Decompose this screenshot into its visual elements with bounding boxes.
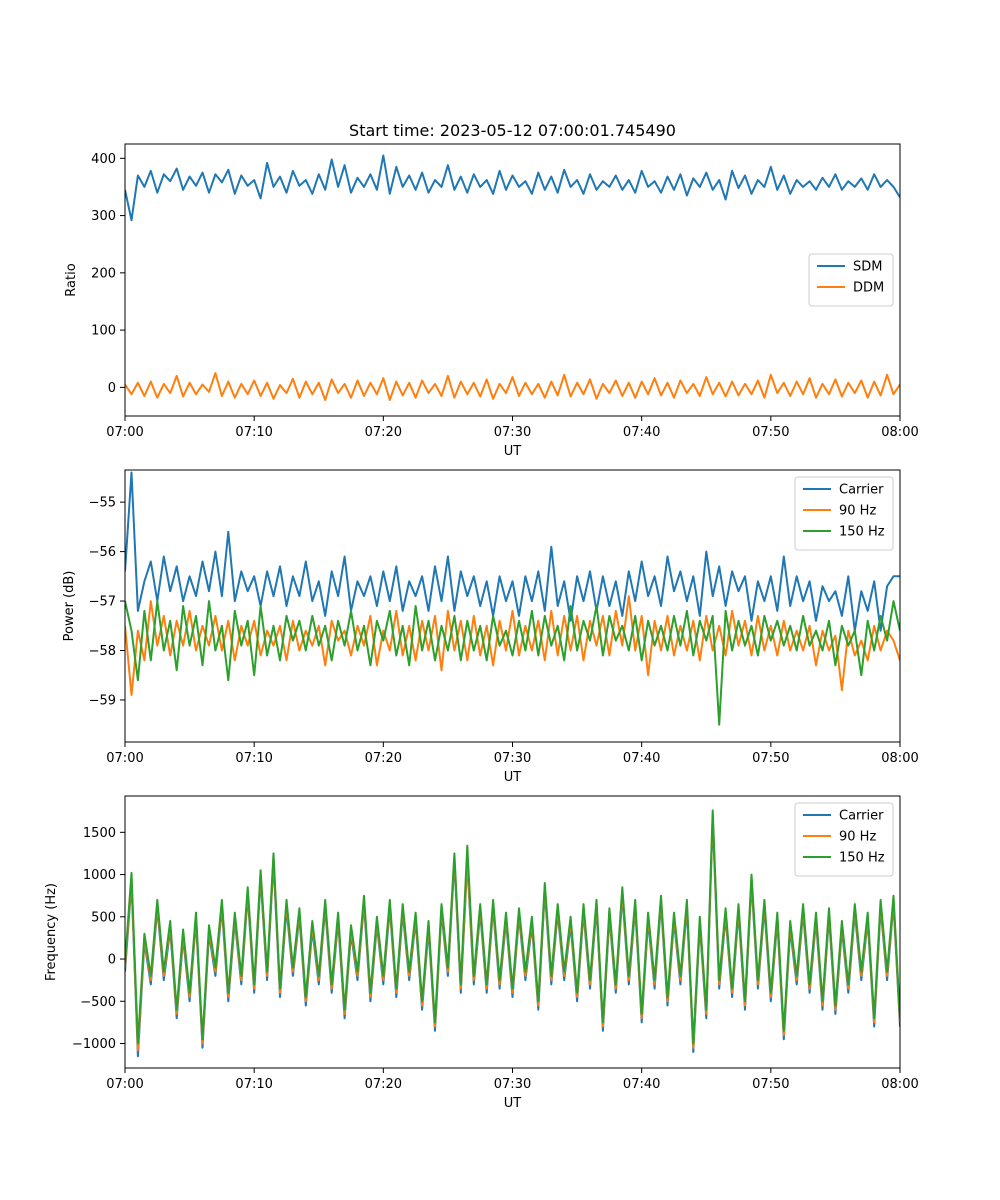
chart-panel-1: Start time: 2023-05-12 07:00:01.745490 07… bbox=[64, 121, 919, 459]
x-tick-label: 08:00 bbox=[881, 751, 918, 766]
x-tick-label: 07:10 bbox=[235, 1077, 272, 1092]
x-tick-label: 08:00 bbox=[881, 425, 918, 440]
y-tick-label: −58 bbox=[89, 644, 116, 659]
legend-label: Carrier bbox=[839, 809, 884, 824]
y-tick-label: −59 bbox=[89, 693, 116, 708]
y-axis-label: Ratio bbox=[64, 263, 79, 296]
series-line-90-hz bbox=[125, 814, 900, 1052]
axes-frame bbox=[124, 469, 901, 743]
y-tick-label: −56 bbox=[89, 545, 116, 560]
x-tick-label: 07:30 bbox=[494, 1077, 531, 1092]
series-line-sdm bbox=[125, 154, 900, 222]
x-tick-label: 07:00 bbox=[106, 425, 143, 440]
series-line-150-hz bbox=[125, 600, 900, 726]
x-tick-label: 07:50 bbox=[752, 1077, 789, 1092]
legend-label: SDM bbox=[853, 260, 882, 275]
y-tick-label: 300 bbox=[91, 209, 116, 224]
chart-panel-2: 07:00 07:10 07:20 07:30 07:40 07:50 08:00 −59 −5… bbox=[62, 469, 919, 785]
x-tick-label: 08:00 bbox=[881, 1077, 918, 1092]
legend-label: Carrier bbox=[839, 483, 884, 498]
y-tick-label: 1500 bbox=[83, 826, 116, 841]
x-tick-label: 07:20 bbox=[365, 751, 402, 766]
y-tick-label: 1000 bbox=[83, 868, 116, 883]
x-tick-label: 07:40 bbox=[623, 751, 660, 766]
series-line-ddm bbox=[125, 372, 900, 401]
legend-label: 90 Hz bbox=[839, 504, 876, 519]
y-tick-label: 100 bbox=[91, 324, 116, 339]
y-tick-label: 0 bbox=[108, 381, 116, 396]
x-tick-label: 07:30 bbox=[494, 425, 531, 440]
y-tick-label: −1000 bbox=[72, 1037, 116, 1052]
y-tick-label: −500 bbox=[80, 995, 116, 1010]
x-tick-label: 07:20 bbox=[365, 1077, 402, 1092]
legend: Carrier 90 Hz 150 Hz bbox=[794, 476, 894, 551]
chart-title: Start time: 2023-05-12 07:00:01.745490 bbox=[349, 121, 676, 140]
series-line-90-hz bbox=[125, 595, 900, 696]
y-tick-label: 0 bbox=[108, 953, 116, 968]
chart-panel-3: 07:00 07:10 07:20 07:30 07:40 07:50 08:00 −1000… bbox=[44, 795, 919, 1111]
series-line-150-hz bbox=[125, 809, 900, 1045]
y-tick-label: −55 bbox=[89, 496, 116, 511]
y-tick-label: 200 bbox=[91, 266, 116, 281]
x-tick-label: 07:20 bbox=[365, 425, 402, 440]
legend-label: 150 Hz bbox=[839, 525, 885, 540]
x-axis-label: UT bbox=[504, 444, 522, 459]
y-axis-label: Frequency (Hz) bbox=[44, 883, 59, 981]
x-axis-label: UT bbox=[504, 770, 522, 785]
legend-label: 150 Hz bbox=[839, 851, 885, 866]
x-tick-label: 07:50 bbox=[752, 425, 789, 440]
x-tick-label: 07:40 bbox=[623, 1077, 660, 1092]
axes-frame bbox=[124, 143, 901, 417]
x-tick-label: 07:50 bbox=[752, 751, 789, 766]
x-tick-label: 07:30 bbox=[494, 751, 531, 766]
x-tick-label: 07:00 bbox=[106, 751, 143, 766]
x-axis-label: UT bbox=[504, 1096, 522, 1111]
legend-label: 90 Hz bbox=[839, 830, 876, 845]
x-tick-label: 07:40 bbox=[623, 425, 660, 440]
legend: SDM DDM bbox=[808, 253, 894, 307]
y-tick-label: 400 bbox=[91, 152, 116, 167]
legend-label: DDM bbox=[853, 281, 884, 296]
x-tick-label: 07:00 bbox=[106, 1077, 143, 1092]
y-axis-label: Power (dB) bbox=[62, 571, 77, 642]
x-tick-label: 07:10 bbox=[235, 751, 272, 766]
series-line-carrier bbox=[125, 471, 900, 632]
legend: Carrier 90 Hz 150 Hz bbox=[794, 802, 894, 877]
series-line-carrier bbox=[125, 818, 900, 1058]
y-tick-label: −57 bbox=[89, 595, 116, 610]
x-tick-label: 07:10 bbox=[235, 425, 272, 440]
y-tick-label: 500 bbox=[91, 910, 116, 925]
